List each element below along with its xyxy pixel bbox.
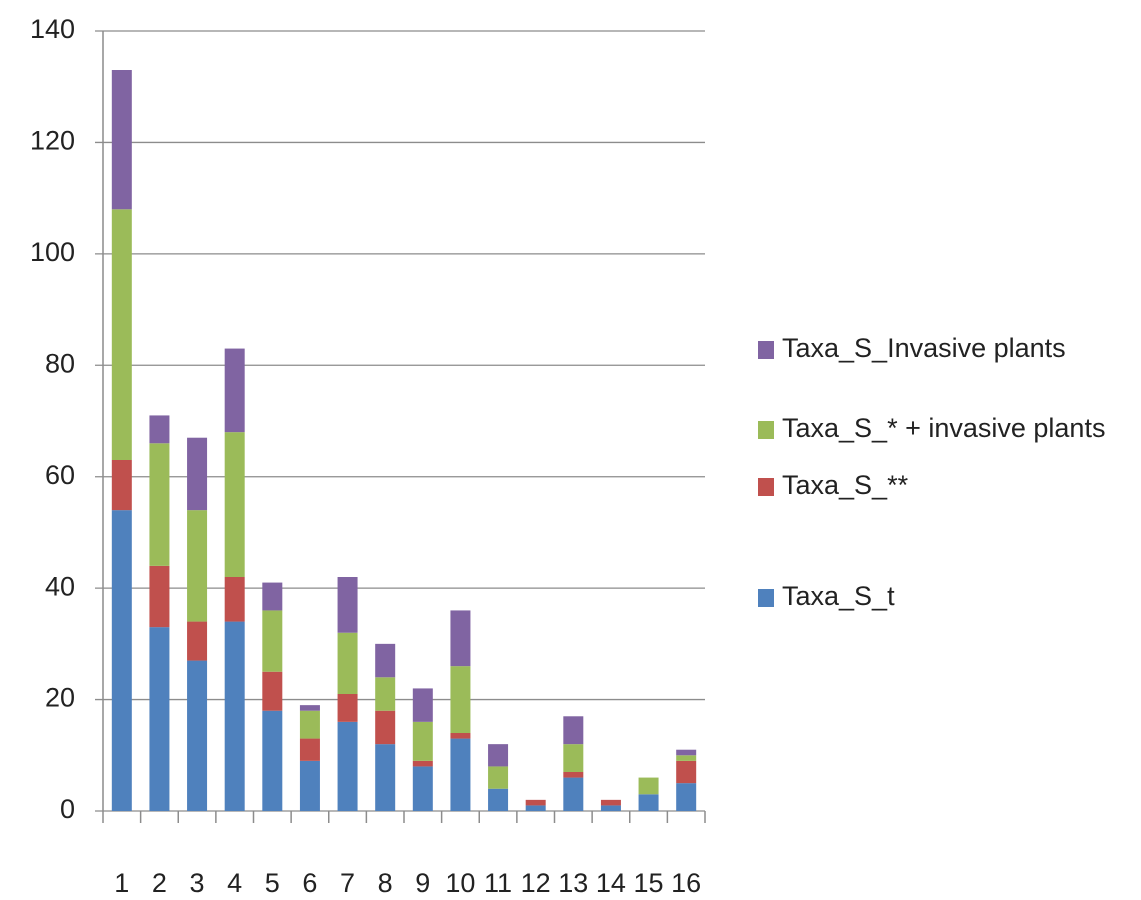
x-tick-label: 13 [558, 868, 588, 898]
x-tick-label: 1 [114, 868, 129, 898]
legend-label: Taxa_S_t [782, 581, 895, 611]
bar-segment [224, 348, 245, 433]
x-tick-label: 2 [152, 868, 167, 898]
bar-segment [111, 70, 132, 210]
x-tick-label: 8 [378, 868, 393, 898]
bar-segment [224, 621, 245, 811]
bar-segment [299, 738, 320, 761]
x-tick-label: 10 [445, 868, 475, 898]
bar-segment [600, 799, 621, 806]
bar-segment [111, 209, 132, 460]
x-tick-label: 9 [415, 868, 430, 898]
bar-segment [676, 749, 697, 756]
bar-segment [337, 632, 358, 694]
bar-segment [337, 577, 358, 633]
bar-segment [676, 783, 697, 811]
bar-segment [111, 460, 132, 511]
y-tick-label: 140 [30, 14, 75, 44]
bar-segment [299, 760, 320, 811]
legend-label: Taxa_S_* + invasive plants [782, 413, 1105, 443]
y-tick-label: 120 [30, 126, 75, 156]
bar-segment [262, 710, 283, 811]
bar-segment [525, 799, 546, 806]
x-tick-label: 12 [521, 868, 551, 898]
x-tick-label: 3 [190, 868, 205, 898]
bar-segment [563, 777, 584, 811]
bar-segment [375, 710, 396, 745]
bar-segment [224, 577, 245, 622]
bar-segment [337, 721, 358, 811]
bar-segment [262, 671, 283, 711]
bar-segment [412, 766, 433, 811]
bar-segment [299, 705, 320, 711]
legend-swatch [758, 341, 774, 359]
x-tick-label: 15 [634, 868, 664, 898]
legend-swatch [758, 589, 774, 607]
legend-swatch [758, 421, 774, 439]
bar-segment [450, 666, 471, 733]
bar-segment [563, 772, 584, 778]
bar-segment [488, 744, 509, 767]
bar-segment [412, 688, 433, 722]
y-tick-label: 20 [45, 683, 75, 713]
bar-segment [187, 437, 208, 511]
x-tick-label: 14 [596, 868, 626, 898]
bar-segment [375, 643, 396, 678]
bar-segment [262, 610, 283, 672]
legend-label: Taxa_S_Invasive plants [782, 333, 1066, 363]
y-tick-label: 40 [45, 571, 75, 601]
y-tick-label: 80 [45, 348, 75, 378]
bar-segment [563, 744, 584, 772]
bar-segment [450, 733, 471, 739]
bar-segment [262, 582, 283, 611]
bar-segment [563, 716, 584, 745]
x-tick-label: 16 [671, 868, 701, 898]
x-tick-label: 11 [484, 868, 512, 898]
bar-segment [412, 721, 433, 761]
bar-segment [187, 621, 208, 661]
bar-segment [111, 510, 132, 811]
bar-segment [337, 694, 358, 722]
bar-segment [187, 660, 208, 811]
bar-segment [638, 794, 659, 811]
y-tick-label: 100 [30, 237, 75, 267]
x-tick-label: 5 [265, 868, 280, 898]
legend-swatch [758, 478, 774, 496]
bar-segment [488, 788, 509, 811]
bar-segment [149, 565, 170, 628]
y-tick-label: 60 [45, 460, 75, 490]
bar-segment [488, 766, 509, 789]
bar-segment [149, 415, 170, 444]
bar-segment [149, 443, 170, 566]
bar-segment [600, 805, 621, 811]
bar-segment [676, 760, 697, 784]
bar-segment [525, 805, 546, 811]
x-tick-label: 7 [340, 868, 355, 898]
bar-segment [450, 738, 471, 811]
legend-label: Taxa_S_** [782, 470, 909, 500]
x-tick-label: 6 [302, 868, 317, 898]
bar-segment [187, 510, 208, 622]
y-tick-label: 0 [60, 794, 75, 824]
bar-segment [375, 744, 396, 811]
x-tick-label: 4 [227, 868, 242, 898]
bar-segment [375, 677, 396, 711]
bar-segment [638, 777, 659, 795]
bar-segment [450, 610, 471, 667]
bar-segment [149, 627, 170, 811]
bar-segment [224, 432, 245, 577]
bar-segment [412, 760, 433, 767]
bar-segment [299, 710, 320, 739]
bar-segment [676, 755, 697, 761]
